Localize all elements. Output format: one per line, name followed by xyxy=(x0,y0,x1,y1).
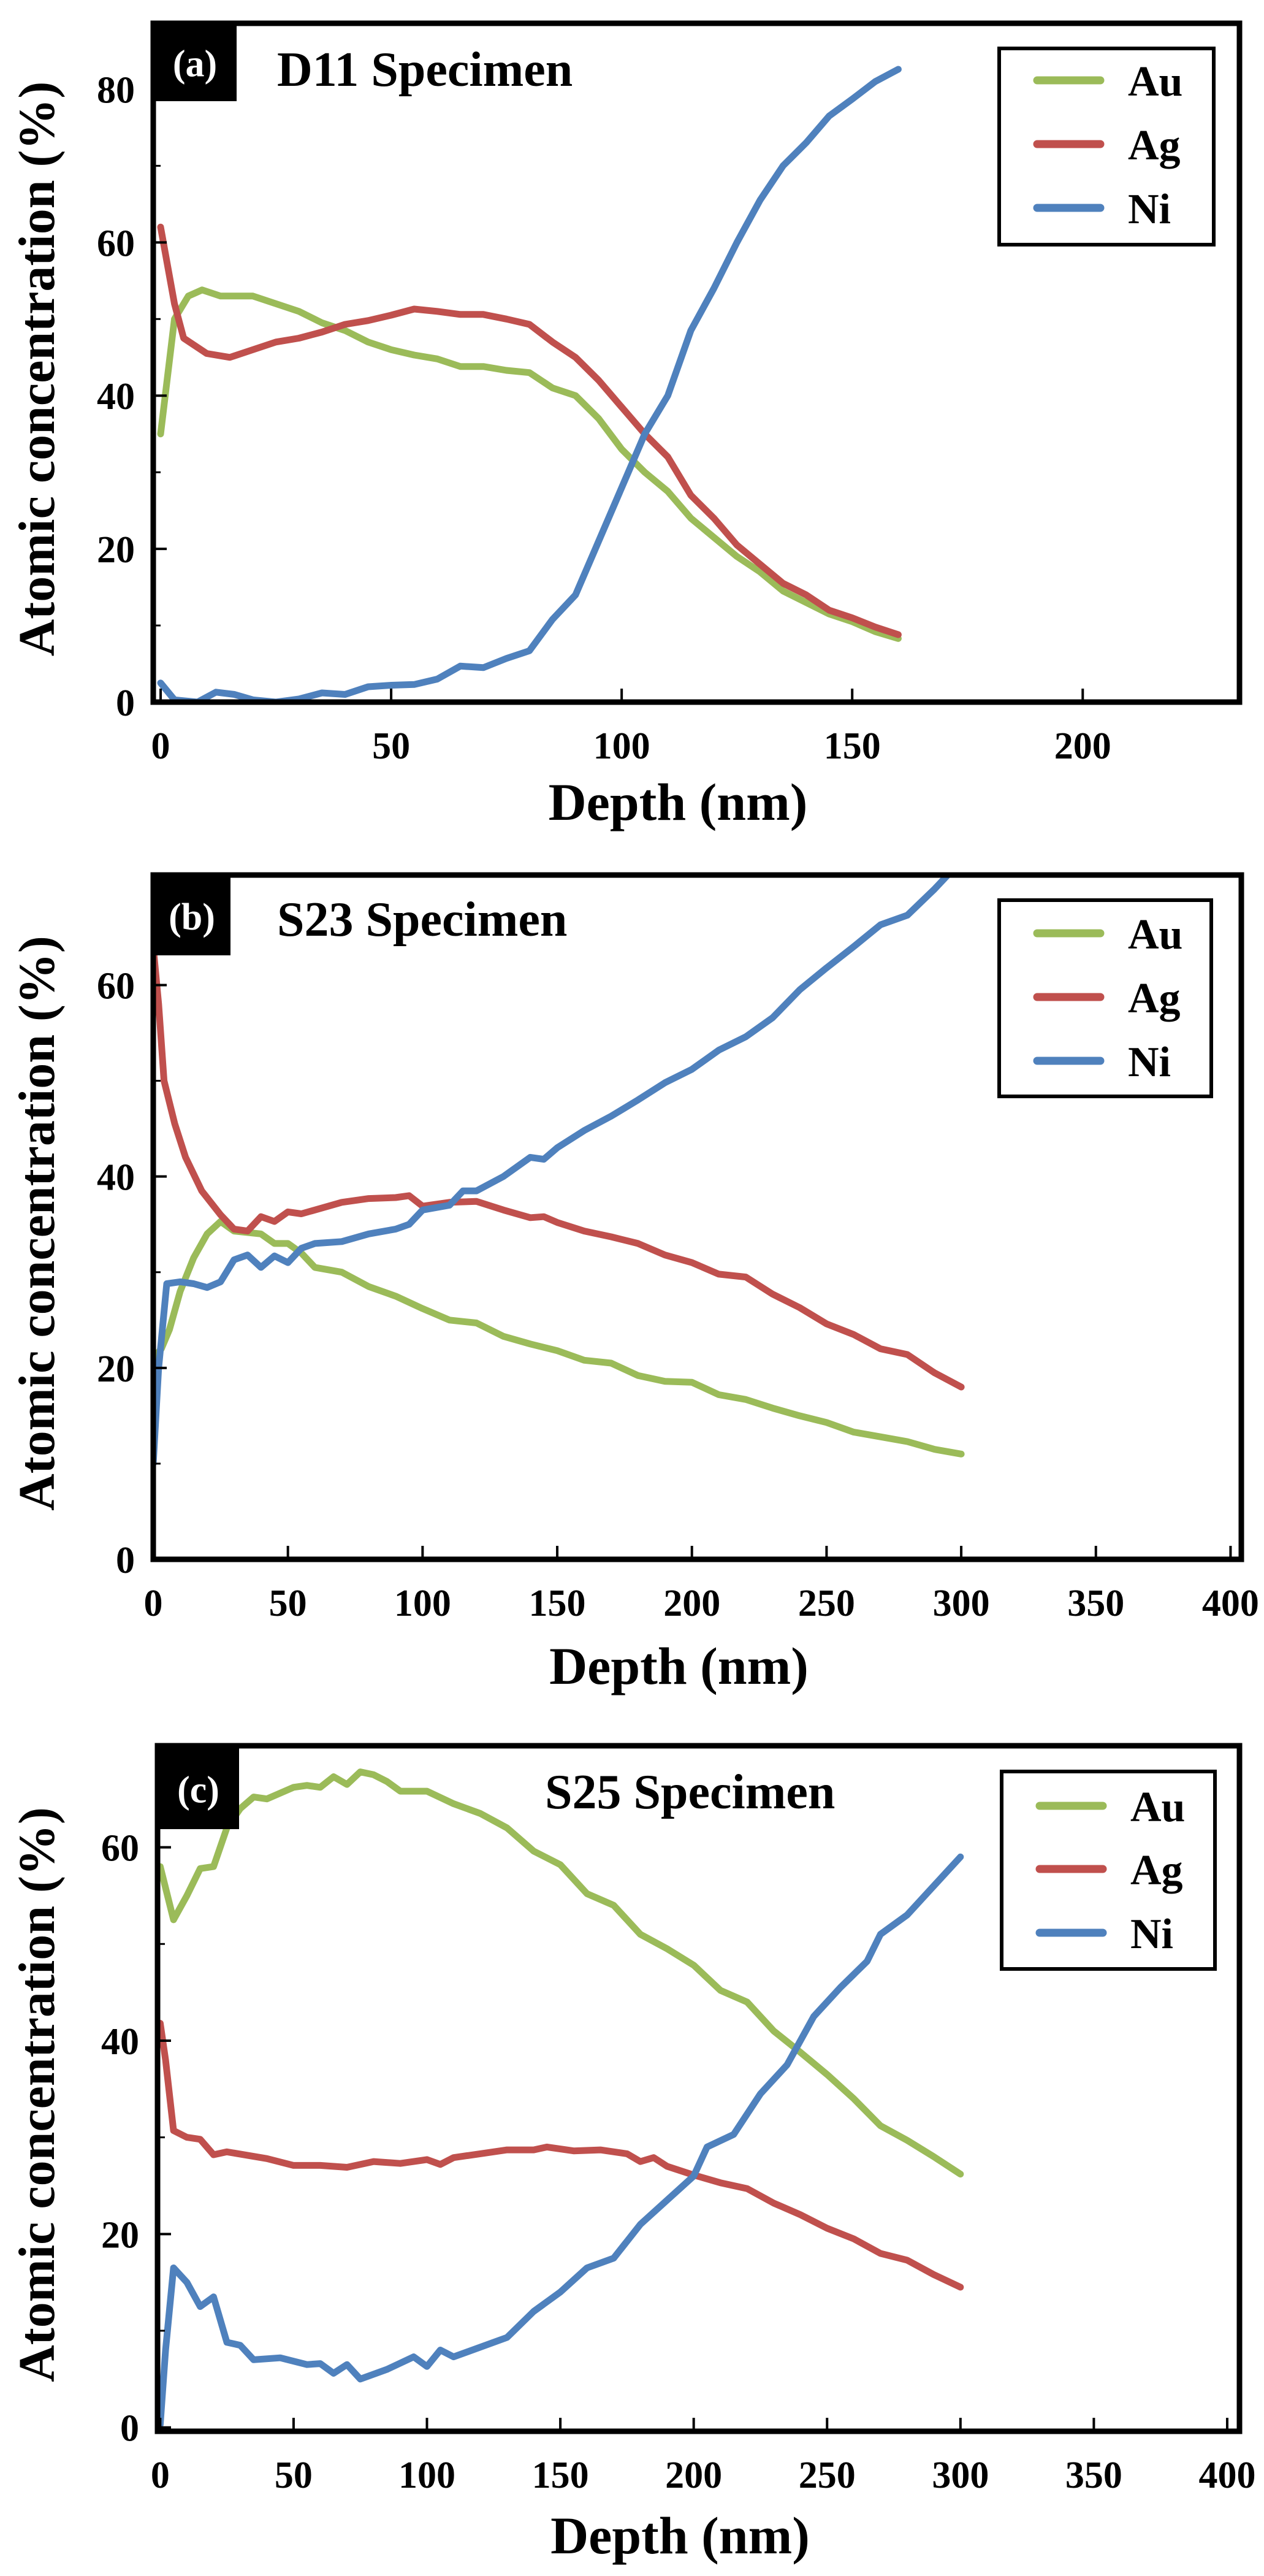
x-tick-label: 0 xyxy=(151,2455,170,2496)
x-tick-label: 150 xyxy=(529,1583,586,1624)
y-tick-label: 20 xyxy=(97,529,135,571)
x-tick-label: 0 xyxy=(144,1583,163,1624)
series-line-au xyxy=(158,1768,964,2178)
y-tick-label: 60 xyxy=(101,1828,139,1870)
x-tick-label: 250 xyxy=(799,2455,856,2496)
x-tick-label: 0 xyxy=(151,725,170,767)
x-axis-label: Depth (nm) xyxy=(550,2506,810,2565)
x-tick-label: 100 xyxy=(394,1583,451,1624)
x-tick-label: 350 xyxy=(1065,2455,1122,2496)
legend-label-ni: Ni xyxy=(1128,1039,1171,1086)
legend-label-ag: Ag xyxy=(1128,122,1181,169)
legend-label-au: Au xyxy=(1128,911,1182,958)
legend-label-ni: Ni xyxy=(1128,186,1171,233)
legend-label-ni: Ni xyxy=(1130,1911,1173,1958)
legend-label-au: Au xyxy=(1130,1784,1185,1831)
x-tick-label: 200 xyxy=(1054,725,1111,767)
x-tick-label: 100 xyxy=(398,2455,455,2496)
x-tick-label: 50 xyxy=(269,1583,307,1624)
series-line-ag xyxy=(158,2020,964,2291)
panel-label-box xyxy=(158,1746,239,1829)
y-tick-label: 20 xyxy=(97,1348,135,1390)
y-axis-label: Atomic concentration (%) xyxy=(9,1807,66,2382)
chart-title: D11 Specimen xyxy=(277,43,573,97)
chart-panel-c: 0 50 100 150 200 250 300 350 400 0 20 40 60 (c) S25 Sp… xyxy=(9,1743,1255,2565)
series-line-au xyxy=(153,1218,965,1458)
x-tick-label: 350 xyxy=(1067,1583,1124,1624)
x-axis-label: Depth (nm) xyxy=(549,1637,809,1695)
chart-title: S25 Specimen xyxy=(545,1765,835,1819)
legend-label-ag: Ag xyxy=(1128,975,1181,1022)
y-tick-label: 40 xyxy=(97,376,135,418)
chart-panel-a: 0 50 100 150 200 0 20 40 60 80 (a) D11 Specimen Au Ag… xyxy=(9,20,1243,831)
x-tick-label: 300 xyxy=(932,2455,989,2496)
y-tick-label: 80 xyxy=(97,69,135,111)
x-tick-label: 150 xyxy=(532,2455,589,2496)
y-tick-label: 0 xyxy=(116,1540,135,1581)
chart-title: S23 Specimen xyxy=(277,893,567,947)
legend-label-ag: Ag xyxy=(1130,1847,1183,1894)
plot-frame xyxy=(154,1743,1243,2434)
y-tick-label: 40 xyxy=(101,2021,139,2063)
x-tick-label: 150 xyxy=(824,725,881,767)
plot-frame xyxy=(150,872,1244,1562)
x-tick-label: 400 xyxy=(1202,1583,1259,1624)
x-tick-label: 50 xyxy=(275,2455,313,2496)
series-line-ag xyxy=(153,943,965,1391)
series-line-ni xyxy=(153,875,951,1467)
x-tick-label: 200 xyxy=(665,2455,722,2496)
x-tick-label: 300 xyxy=(933,1583,990,1624)
series-line-au xyxy=(157,286,902,642)
y-axis-label: Atomic concentration (%) xyxy=(9,82,66,657)
y-tick-label: 60 xyxy=(97,223,135,264)
series-line-ni xyxy=(157,66,902,702)
y-tick-label: 40 xyxy=(97,1157,135,1199)
panel-label-box xyxy=(153,23,237,101)
x-tick-label: 400 xyxy=(1198,2455,1255,2496)
x-tick-label: 250 xyxy=(798,1583,855,1624)
chart-panel-b: 0 50 100 150 200 250 300 350 400 0 20 40 60 (b) S23 Sp… xyxy=(9,872,1259,1695)
x-tick-label: 100 xyxy=(593,725,650,767)
x-axis-label: Depth (nm) xyxy=(549,773,808,831)
series-line-ag xyxy=(157,223,902,638)
panel-label: (c) xyxy=(177,1769,219,1811)
panel-label: (b) xyxy=(169,896,215,938)
plot-frame xyxy=(150,20,1243,705)
y-tick-label: 0 xyxy=(116,682,135,724)
y-tick-label: 20 xyxy=(101,2214,139,2256)
y-tick-label: 0 xyxy=(120,2408,139,2450)
y-axis-label: Atomic concentration (%) xyxy=(9,936,66,1511)
y-tick-label: 60 xyxy=(97,965,135,1007)
panel-label-box xyxy=(153,875,230,955)
legend-label-au: Au xyxy=(1128,58,1182,105)
x-tick-label: 200 xyxy=(663,1583,720,1624)
panel-label: (a) xyxy=(173,43,217,85)
x-tick-label: 50 xyxy=(372,725,410,767)
series-line-ni xyxy=(158,1853,964,2428)
